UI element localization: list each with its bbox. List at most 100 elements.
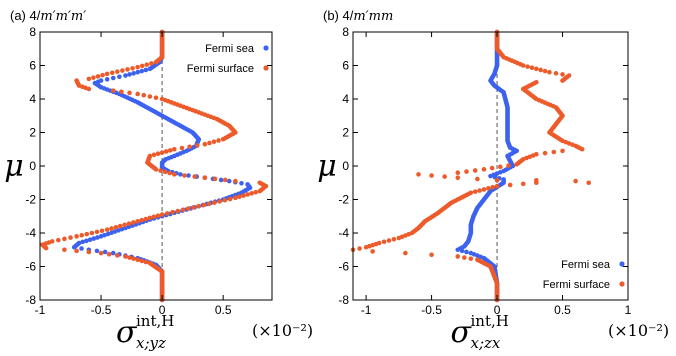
data-point: [455, 175, 461, 181]
data-point: [43, 245, 49, 251]
series-fermi-surface: [350, 29, 592, 303]
data-point: [475, 176, 480, 182]
x-axis-label-sub: x;zx: [471, 334, 501, 352]
data-point: [87, 237, 93, 242]
data-point: [151, 214, 157, 220]
data-point: [163, 149, 169, 154]
legend-marker: [619, 281, 625, 287]
data-point: [207, 140, 212, 146]
data-point: [110, 88, 116, 93]
data-point: [579, 146, 585, 152]
data-point: [89, 230, 95, 236]
data-point: [472, 168, 478, 173]
data-point: [196, 203, 202, 209]
data-point: [551, 149, 557, 155]
x-tick-label: -1: [361, 303, 372, 317]
data-point: [239, 181, 244, 186]
data-point: [477, 188, 482, 193]
data-point: [542, 68, 548, 74]
data-point: [147, 94, 153, 99]
data-point: [153, 167, 159, 172]
data-point: [429, 252, 434, 258]
data-point: [233, 195, 238, 201]
x-axis-label-sup: int,H: [136, 312, 174, 330]
data-point: [139, 217, 145, 223]
data-point: [91, 236, 97, 241]
data-point: [115, 69, 120, 74]
data-point: [71, 244, 77, 250]
data-point: [119, 89, 124, 95]
data-point: [131, 220, 136, 225]
data-point: [84, 231, 90, 237]
data-point: [120, 68, 125, 73]
y-tick-label: -4: [25, 226, 36, 240]
data-point: [135, 218, 140, 224]
data-point: [538, 67, 543, 73]
data-point: [105, 231, 111, 237]
y-axis-label: μ: [4, 149, 24, 184]
data-point: [178, 172, 183, 177]
data-point: [494, 183, 500, 189]
unit-label: (×10⁻²): [608, 321, 669, 340]
data-point: [144, 62, 150, 67]
data-point: [100, 72, 105, 78]
data-point: [182, 173, 187, 178]
data-point: [179, 145, 185, 151]
unit-label: (×10⁻²): [252, 321, 313, 340]
data-point: [396, 235, 402, 241]
y-tick-label: 8: [29, 25, 36, 39]
data-point: [525, 64, 530, 69]
data-point: [130, 65, 135, 71]
data-point: [553, 71, 559, 76]
data-point: [113, 224, 119, 230]
data-point: [95, 235, 100, 240]
data-point: [123, 254, 128, 259]
data-point: [403, 250, 408, 256]
y-tick-label: 2: [342, 126, 349, 140]
data-point: [143, 259, 149, 265]
data-point: [187, 144, 192, 150]
y-tick-label: 0: [29, 159, 36, 173]
data-point: [253, 189, 259, 195]
data-point: [95, 74, 101, 79]
data-point: [151, 152, 157, 158]
data-point: [147, 215, 153, 221]
data-point: [488, 173, 493, 179]
legend: Fermi sea Fermi surface: [543, 259, 625, 291]
y-axis-label: μ: [317, 149, 337, 184]
data-point: [357, 246, 362, 251]
data-point: [94, 229, 100, 235]
data-point: [442, 174, 447, 179]
data-point: [573, 178, 578, 184]
legend-label: Fermi surface: [543, 279, 610, 291]
data-point: [186, 173, 191, 178]
x-tick-label: 0.5: [554, 303, 571, 317]
data-point: [143, 216, 149, 222]
data-point: [455, 247, 461, 253]
data-point: [237, 194, 242, 200]
data-point: [102, 249, 108, 255]
data-point: [86, 86, 92, 92]
data-point: [226, 178, 232, 184]
data-point: [74, 234, 79, 239]
y-tick-label: 0: [342, 159, 349, 173]
data-point: [135, 64, 140, 70]
data-point: [201, 202, 207, 208]
data-point: [464, 169, 469, 174]
data-point: [370, 249, 375, 254]
data-point: [98, 250, 104, 256]
data-point: [363, 244, 369, 250]
x-tick-label: -0.5: [91, 303, 112, 317]
y-tick-label: -6: [25, 260, 36, 274]
data-point: [116, 228, 121, 233]
data-point: [68, 235, 73, 240]
data-point: [560, 78, 565, 83]
panel-title: (a) 4/m′m′m′: [10, 8, 86, 24]
data-point: [99, 228, 105, 234]
data-point: [139, 63, 145, 69]
chart-panel-a: -1 -0.5 0 0.5 -8 -6 -4 -2 0 2 4 6 8(a) 4/m′m′m′ μ σ int…: [4, 8, 313, 352]
data-point: [416, 172, 421, 177]
data-point: [217, 199, 222, 204]
data-point: [79, 246, 84, 251]
data-point: [86, 76, 92, 82]
